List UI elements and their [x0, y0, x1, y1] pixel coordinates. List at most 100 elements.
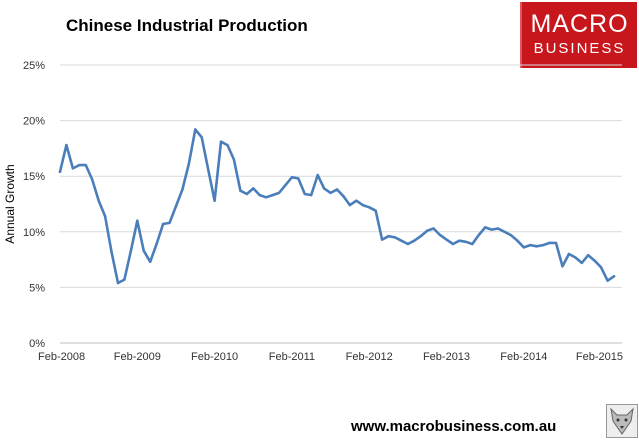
data-point	[58, 170, 62, 173]
data-point	[136, 219, 139, 222]
data-point	[387, 235, 390, 238]
data-point	[484, 226, 487, 229]
data-point	[303, 192, 306, 196]
data-point	[316, 173, 319, 177]
data-point	[432, 227, 435, 230]
data-point	[361, 203, 364, 207]
data-point	[168, 221, 171, 225]
data-point	[232, 158, 236, 161]
data-point	[503, 230, 506, 233]
website-url[interactable]: www.macrobusiness.com.au	[351, 418, 557, 435]
data-point	[161, 222, 165, 226]
data-point	[297, 177, 300, 180]
x-tick-label: Feb-2009	[114, 351, 161, 363]
data-point	[258, 193, 261, 197]
y-tick-label: 0%	[29, 338, 45, 350]
data-point	[181, 188, 184, 191]
y-tick-label: 25%	[23, 60, 45, 72]
data-point	[239, 189, 242, 192]
data-point	[342, 195, 345, 198]
data-point	[155, 242, 158, 246]
x-tick-label: Feb-2012	[346, 351, 393, 363]
data-point	[219, 140, 223, 143]
data-point	[207, 168, 210, 171]
data-point	[264, 196, 268, 199]
data-point	[91, 178, 94, 181]
data-point	[413, 239, 416, 242]
data-point	[129, 249, 133, 252]
data-point	[529, 243, 532, 247]
data-point	[554, 241, 558, 245]
x-tick-label: Feb-2011	[269, 351, 315, 363]
data-point	[194, 128, 197, 131]
data-point	[599, 266, 603, 269]
data-point	[213, 199, 216, 202]
data-point	[445, 238, 448, 241]
data-point	[393, 236, 397, 239]
data-point	[368, 206, 371, 209]
wolf-logo-icon	[606, 404, 638, 438]
data-point	[200, 136, 203, 139]
data-point	[329, 191, 332, 195]
data-point	[509, 233, 513, 237]
data-point	[464, 240, 467, 243]
series-group	[58, 128, 616, 285]
data-point	[471, 242, 474, 246]
data-point	[355, 199, 358, 202]
data-point	[561, 265, 564, 268]
data-point	[477, 233, 480, 237]
y-tick-label: 10%	[23, 227, 45, 239]
x-tick-label: Feb-2014	[500, 351, 547, 363]
data-point	[606, 279, 609, 282]
data-point	[612, 275, 616, 278]
y-axis-label: Annual Growth	[3, 164, 17, 243]
grid-lines	[60, 64, 622, 288]
data-point	[174, 205, 178, 208]
data-point	[374, 209, 377, 212]
data-point	[490, 228, 493, 231]
x-axis-tick-labels: Feb-2008 Feb-2009 Feb-2010 Feb-2011 Feb-2012…	[38, 351, 623, 363]
y-tick-label: 20%	[23, 116, 45, 128]
x-tick-label: Feb-2015	[576, 351, 623, 363]
data-point	[71, 167, 75, 170]
data-point	[541, 243, 545, 247]
data-point	[496, 227, 500, 230]
data-point	[84, 163, 88, 167]
data-point	[277, 191, 281, 195]
x-tick-label: Feb-2010	[191, 351, 238, 363]
data-point	[535, 245, 538, 248]
y-tick-label: 15%	[23, 171, 45, 183]
series-line	[58, 128, 616, 285]
data-point	[103, 215, 107, 218]
data-point	[78, 163, 81, 167]
data-point	[438, 233, 442, 237]
data-point	[116, 281, 120, 285]
data-point	[574, 256, 577, 259]
data-point	[426, 229, 429, 232]
data-point	[271, 193, 274, 197]
data-point	[110, 250, 113, 253]
data-point	[380, 238, 384, 241]
data-point	[322, 187, 326, 190]
data-point	[149, 260, 152, 263]
brand-logo-line2: BUSINESS	[533, 40, 626, 57]
data-point	[580, 261, 583, 265]
data-point	[348, 203, 352, 207]
brand-logo-line1: MACRO	[530, 10, 629, 38]
data-point	[97, 199, 100, 202]
data-point	[516, 239, 519, 242]
data-point	[187, 162, 190, 166]
data-point	[335, 188, 339, 191]
data-point	[142, 249, 145, 252]
data-point	[290, 176, 294, 179]
data-point	[593, 259, 596, 262]
data-point	[567, 252, 571, 256]
brand-logo: MACRO BUSINESS	[520, 2, 637, 68]
data-point	[400, 239, 403, 242]
x-tick-label: Feb-2013	[423, 351, 470, 363]
data-point	[419, 235, 422, 238]
data-point	[65, 143, 68, 147]
y-tick-label: 5%	[29, 282, 45, 294]
data-point	[548, 241, 551, 245]
